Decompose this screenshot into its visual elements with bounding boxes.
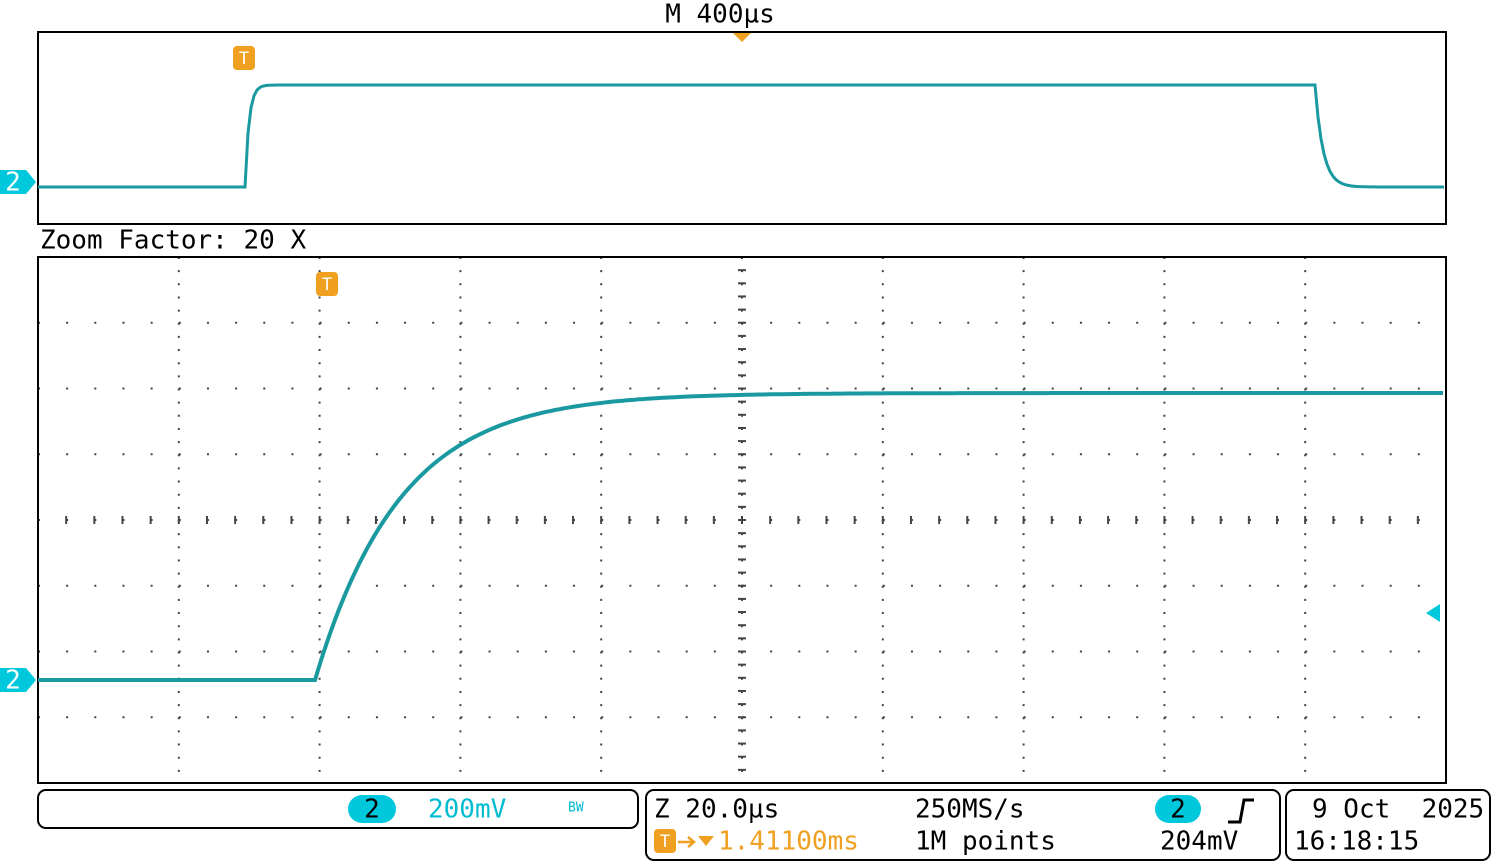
trigger-level-marker: [1426, 604, 1440, 622]
datetime-box: [1285, 789, 1491, 861]
overview-panel: [37, 31, 1447, 225]
zoom-scale: Z 20.0µs: [654, 795, 779, 825]
arrow-down-icon: [698, 836, 714, 846]
channel-number: 2: [364, 795, 380, 825]
zoom-factor: Zoom Factor: 20 X: [40, 226, 306, 256]
trigger-position: 1.41100ms: [718, 827, 859, 857]
acquisition-box: [645, 789, 1281, 861]
zoom-panel: [37, 256, 1447, 784]
trigger-badge: [654, 829, 676, 853]
trigger-label: T: [660, 832, 670, 852]
trigger-label: T: [322, 275, 332, 295]
channel-marker: [0, 668, 36, 692]
channel-label: 2: [5, 666, 21, 696]
record-length: 1M points: [915, 827, 1056, 857]
trigger-label: T: [239, 49, 249, 69]
time: 16:18:15: [1294, 827, 1419, 857]
trigger-channel-badge: [1155, 795, 1201, 823]
trigger-level: 204mV: [1160, 827, 1238, 857]
timebase: M 400µs: [665, 0, 775, 30]
overview-trace: [38, 83, 1444, 189]
bandwidth-limit: BW: [568, 801, 584, 816]
arrow-icon: [678, 836, 696, 848]
sample-rate: 250MS/s: [915, 795, 1025, 825]
channel-label: 2: [5, 168, 21, 198]
date: 9 Oct 2025: [1312, 795, 1484, 825]
channel-badge: [348, 795, 396, 823]
channel-box: [37, 789, 639, 829]
zoom-trace: [38, 391, 1443, 682]
channel-marker: [0, 170, 36, 194]
trigger-channel: 2: [1170, 795, 1186, 825]
vertical-scale: 200mV: [428, 795, 506, 825]
trigger-badge: [316, 272, 338, 296]
rising-edge-icon: [1228, 798, 1254, 824]
grid: [37, 256, 1446, 784]
trigger-pos-marker: [733, 33, 751, 42]
trigger-badge: [233, 46, 255, 70]
